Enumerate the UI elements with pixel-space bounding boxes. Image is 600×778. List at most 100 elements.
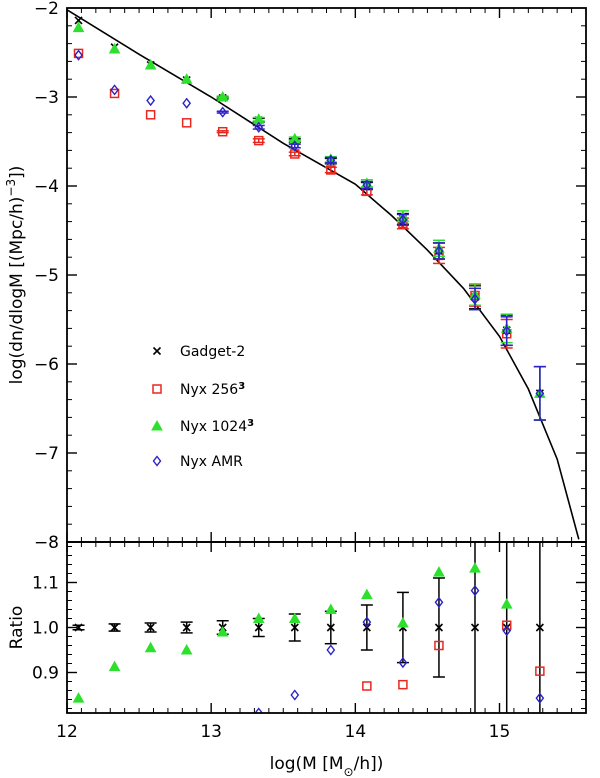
ratio-point — [72, 692, 85, 703]
legend-label: Nyx 10243 — [180, 418, 254, 436]
y-tick-label: −7 — [34, 444, 59, 464]
ratio-point — [434, 640, 444, 651]
ratio-point — [398, 679, 408, 690]
data-point — [326, 165, 336, 175]
ratio-point — [324, 603, 337, 614]
ratio-point — [470, 623, 480, 632]
main-frame — [66, 7, 587, 543]
ratio-y-tick-label: 1.1 — [32, 574, 59, 594]
y-tick-label: −4 — [34, 177, 59, 197]
data-point — [72, 21, 85, 33]
data-point — [146, 94, 156, 107]
data-point — [362, 179, 372, 191]
main-plot-group — [67, 9, 580, 540]
ratio-point — [361, 588, 373, 600]
data-point — [181, 118, 192, 128]
ratio-point — [434, 596, 444, 608]
ratio-point — [290, 623, 299, 632]
ratio-point — [288, 612, 301, 623]
data-point — [110, 84, 119, 96]
data-point — [288, 132, 301, 144]
data-point — [502, 325, 512, 337]
ratio-point — [434, 623, 444, 632]
ratio-point — [535, 623, 544, 632]
ratio-point — [501, 620, 512, 630]
ratio-series-square — [362, 620, 545, 691]
ratio-point — [362, 616, 372, 628]
data-point — [73, 48, 84, 59]
ratio-point — [182, 623, 191, 632]
ratio-point — [144, 641, 157, 653]
legend-entry: Nyx 2563 — [152, 381, 245, 399]
y-tick-label: −8 — [34, 533, 59, 553]
ratio-point — [362, 681, 372, 691]
data-point — [144, 58, 157, 70]
axes-group: 12 13 14 15 −8 −7 −6 −5 −4 −3 −2 0.9 1.0 1.1 log(M [M⊙… — [4, 0, 587, 778]
ratio-point — [108, 660, 121, 672]
series-triangle — [72, 21, 546, 421]
error-bar — [252, 124, 265, 130]
ratio-point — [216, 625, 229, 637]
ratio-point — [326, 644, 336, 656]
y-tick-label: −2 — [34, 0, 59, 19]
y-tick-label: −3 — [34, 88, 59, 108]
ratio-point — [535, 692, 545, 704]
ratio-axis-title: Ratio — [7, 606, 27, 650]
error-bar — [500, 316, 513, 347]
legend-entry: Nyx 10243 — [151, 418, 254, 436]
ratio-point — [535, 666, 545, 676]
ratio-point — [254, 623, 263, 632]
ratio-point — [254, 707, 264, 713]
data-point — [217, 126, 228, 137]
legend-label: Nyx 2563 — [180, 381, 245, 399]
error-bar — [468, 287, 481, 311]
ratio-point — [469, 562, 481, 573]
data-point — [180, 73, 193, 84]
legend-label: Nyx AMR — [180, 454, 243, 470]
ratio-plot-group — [72, 542, 545, 713]
ratio-point — [146, 623, 155, 632]
ratio-point — [500, 598, 513, 609]
ratio-series-diamond — [254, 584, 545, 713]
error-bar — [324, 156, 337, 164]
ratio-point — [326, 623, 335, 632]
ratio-point — [74, 623, 83, 632]
error-bar — [533, 365, 546, 421]
theory-curve — [67, 9, 580, 540]
ratio-point — [110, 623, 119, 632]
legend-marker — [152, 455, 162, 467]
data-point — [108, 42, 121, 54]
error-bar — [216, 110, 229, 114]
data-point — [290, 140, 300, 152]
series-diamond — [74, 49, 546, 421]
data-point — [254, 121, 264, 133]
legend-entry: Nyx AMR — [152, 454, 243, 470]
ratio-point — [180, 643, 193, 655]
data-point — [109, 88, 120, 99]
legend: Gadget-2 Nyx 2563 Nyx 10243 Nyx AMR — [151, 344, 254, 470]
ratio-point — [502, 625, 512, 637]
ratio-series-triangle — [72, 562, 513, 703]
y-axis-title: log(dn/dlogM [(Mpc/h)−3]) — [4, 166, 27, 385]
y-tick-label: −6 — [34, 355, 59, 375]
legend-marker — [152, 384, 162, 394]
data-point — [398, 214, 408, 226]
x-axis-title: log(M [M⊙/h]) — [270, 754, 384, 778]
data-point — [470, 293, 480, 305]
error-bar — [288, 143, 301, 149]
x-tick-label: 12 — [56, 722, 78, 742]
data-point — [326, 154, 336, 166]
series-square — [73, 48, 513, 349]
ratio-point — [470, 584, 480, 597]
ratio-point — [398, 656, 408, 669]
data-point — [218, 106, 228, 118]
data-point — [253, 135, 264, 146]
data-point — [74, 49, 83, 61]
data-point — [145, 110, 156, 120]
data-point — [216, 90, 229, 102]
data-point — [434, 245, 444, 257]
data-point — [535, 387, 545, 400]
ratio-point — [397, 616, 409, 628]
ratio-point — [433, 566, 445, 577]
